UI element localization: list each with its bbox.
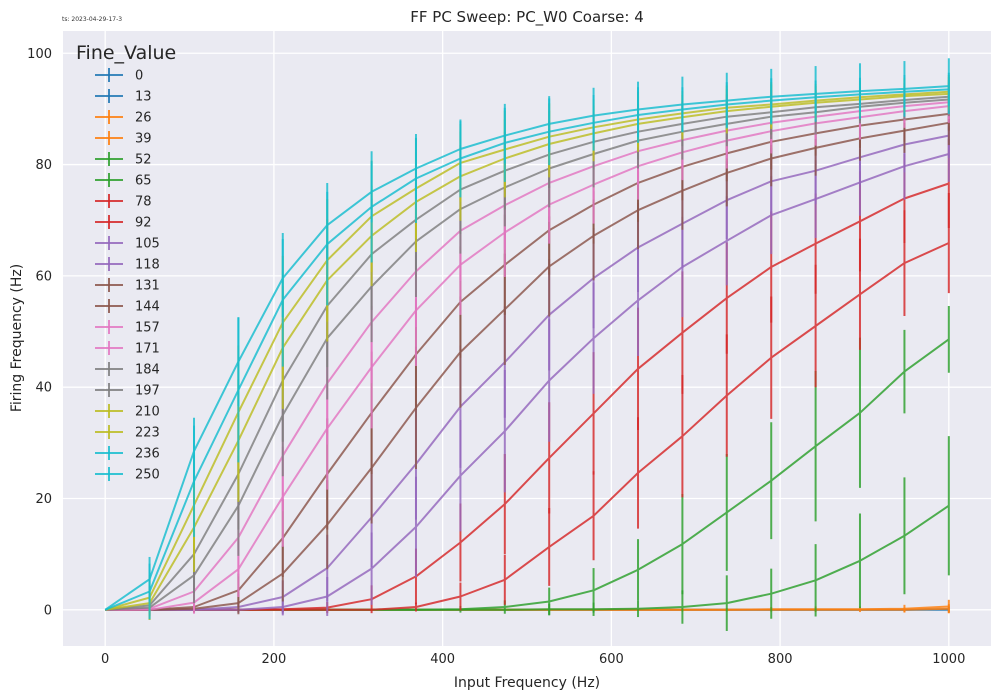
legend-label: 26 — [135, 111, 152, 126]
y-tick-label: 40 — [35, 381, 52, 396]
legend-label: 13 — [135, 90, 152, 105]
series-line — [105, 98, 949, 611]
legend-item-236: 236 — [95, 446, 160, 462]
series-line — [104, 90, 949, 611]
legend-item-197: 197 — [95, 383, 160, 399]
legend-label: 144 — [135, 300, 160, 315]
legend-label: 197 — [135, 384, 160, 399]
legend-item-131: 131 — [95, 278, 160, 294]
y-tick-label: 60 — [35, 269, 52, 284]
legend-label: 250 — [135, 468, 160, 483]
series-250 — [104, 58, 950, 611]
legend-label: 52 — [135, 153, 152, 168]
legend-label: 78 — [135, 195, 152, 210]
legend: Fine_Value 0 13 26 39 52 65 78 92 105 118 131 144 15… — [76, 42, 176, 483]
legend-item-223: 223 — [95, 425, 160, 441]
legend-label: 65 — [135, 174, 152, 189]
series-line — [105, 105, 949, 611]
series-line — [105, 112, 949, 611]
series-lines — [104, 58, 950, 631]
legend-item-157: 157 — [95, 320, 160, 336]
legend-item-13: 13 — [95, 89, 152, 105]
series-line — [105, 101, 949, 611]
legend-item-65: 65 — [95, 173, 152, 189]
legend-item-144: 144 — [95, 299, 160, 315]
series-line — [105, 153, 950, 611]
legend-label: 236 — [135, 447, 160, 462]
x-axis-label: Input Frequency (Hz) — [454, 675, 600, 691]
series-line — [105, 134, 949, 611]
x-tick-label: 200 — [261, 652, 286, 667]
legend-label: 210 — [135, 405, 160, 420]
legend-item-171: 171 — [95, 341, 160, 357]
legend-label: 105 — [135, 237, 160, 252]
timestamp-label: ts: 2023-04-29-17-3 — [62, 16, 122, 23]
legend-item-210: 210 — [95, 404, 160, 420]
legend-label: 184 — [135, 363, 160, 378]
legend-label: 0 — [135, 69, 143, 84]
legend-item-184: 184 — [95, 362, 160, 378]
x-tick-label: 0 — [101, 652, 109, 667]
series-line — [104, 85, 949, 611]
series-line — [105, 92, 949, 611]
legend-label: 223 — [135, 426, 160, 441]
series-line — [105, 121, 949, 611]
legend-item-250: 250 — [95, 467, 160, 483]
legend-item-52: 52 — [95, 152, 152, 168]
y-axis-label: Firing Frequency (Hz) — [9, 264, 25, 412]
legend-label: 171 — [135, 342, 160, 357]
legend-item-0: 0 — [95, 68, 143, 84]
legend-item-105: 105 — [95, 236, 160, 252]
legend-label: 131 — [135, 279, 160, 294]
x-tick-label: 600 — [599, 652, 624, 667]
legend-item-92: 92 — [95, 215, 152, 231]
x-tick-label: 400 — [430, 652, 455, 667]
legend-item-39: 39 — [95, 131, 152, 147]
legend-item-26: 26 — [95, 110, 152, 126]
chart-title: FF PC Sweep: PC_W0 Coarse: 4 — [410, 8, 643, 27]
legend-item-118: 118 — [95, 257, 160, 273]
y-tick-label: 20 — [35, 492, 52, 507]
legend-label: 157 — [135, 321, 160, 336]
x-tick-label: 1000 — [932, 652, 965, 667]
legend-item-78: 78 — [95, 194, 152, 210]
legend-label: 39 — [135, 132, 152, 147]
y-tick-label: 80 — [35, 158, 52, 173]
series-line — [105, 95, 949, 611]
axis-ticks: 0 200 400 600 800 1000 0 20 40 60 80 100 — [27, 47, 965, 667]
y-tick-label: 100 — [27, 47, 52, 62]
x-tick-label: 800 — [768, 652, 793, 667]
series-line — [104, 88, 949, 611]
legend-label: 92 — [135, 216, 152, 231]
y-tick-label: 0 — [44, 603, 52, 618]
legend-title: Fine_Value — [76, 42, 176, 64]
legend-label: 118 — [135, 258, 160, 273]
